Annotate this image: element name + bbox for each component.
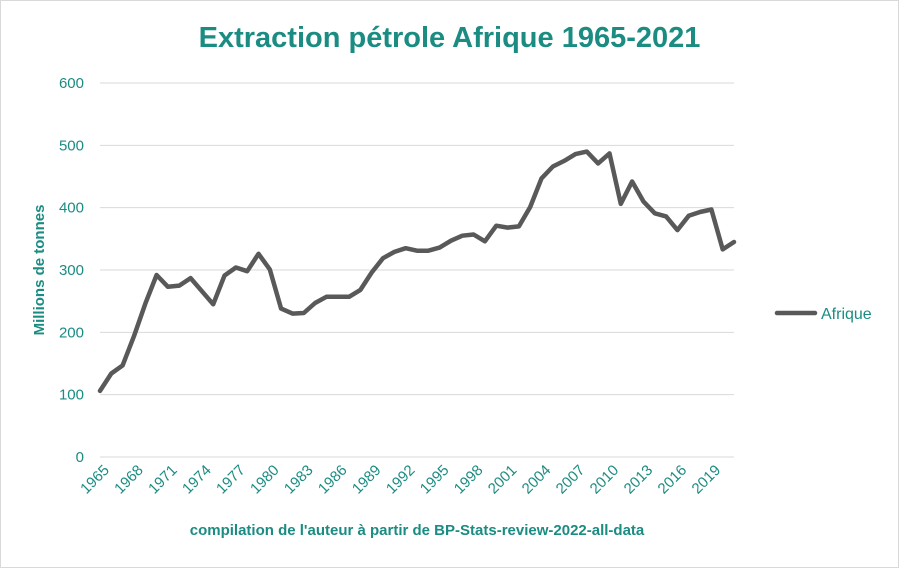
y-axis-label: Millions de tonnes [31, 205, 48, 336]
x-axis-label: compilation de l'auteur à partir de BP-S… [190, 522, 645, 539]
y-tick-label: 500 [59, 137, 84, 154]
y-tick-labels: 0 100 200 300 400 500 600 [59, 75, 84, 466]
series-lines [97, 149, 737, 394]
x-tick-label: 1983 [281, 462, 317, 498]
x-tick-label: 2010 [587, 462, 623, 498]
x-tick-label: 1965 [77, 462, 113, 498]
y-tick-label: 0 [76, 449, 84, 466]
gridlines [100, 82, 734, 396]
x-tick-label: 2013 [621, 462, 657, 498]
x-tick-label: 1986 [315, 462, 351, 498]
x-tick-label: 2016 [655, 462, 691, 498]
x-tick-label: 2001 [485, 462, 521, 498]
x-tick-label: 1968 [111, 462, 147, 498]
x-tick-label: 1974 [179, 462, 215, 498]
x-tick-label: 1998 [451, 462, 487, 498]
x-tick-label: 2019 [689, 462, 725, 498]
x-tick-label: 2004 [519, 462, 555, 498]
x-tick-label: 1980 [247, 462, 283, 498]
x-tick-labels: 1965196819711974197719801983198619891992… [77, 462, 724, 498]
y-tick-label: 100 [59, 387, 84, 404]
series-line-afrique [97, 149, 737, 394]
legend: Afrique [774, 306, 872, 323]
y-tick-label: 300 [59, 262, 84, 279]
x-tick-label: 1992 [383, 462, 419, 498]
x-tick-label: 1989 [349, 462, 385, 498]
y-tick-label: 600 [59, 75, 84, 92]
x-tick-label: 1977 [213, 462, 249, 498]
y-tick-label: 200 [59, 324, 84, 341]
chart-title: Extraction pétrole Afrique 1965-2021 [198, 22, 701, 54]
x-tick-label: 2007 [553, 462, 589, 498]
x-tick-label: 1971 [145, 462, 181, 498]
y-tick-label: 400 [59, 200, 84, 217]
x-tick-label: 1995 [417, 462, 453, 498]
legend-label: Afrique [821, 306, 872, 323]
